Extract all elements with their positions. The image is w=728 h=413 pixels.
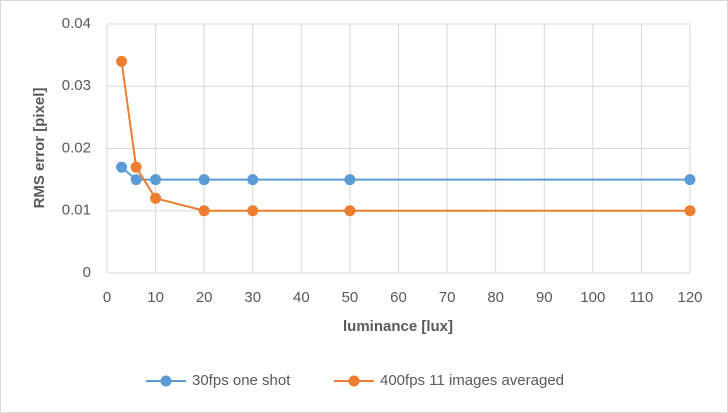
data-point (130, 174, 142, 186)
data-point (116, 55, 128, 67)
x-tick-label: 110 (629, 289, 653, 306)
x-tick-label: 70 (439, 289, 456, 306)
x-tick-label: 80 (487, 289, 504, 306)
legend-marker (348, 375, 360, 387)
data-point (247, 205, 259, 217)
y-tick-label: 0.01 (62, 202, 91, 219)
x-tick-label: 10 (147, 289, 164, 306)
legend-marker (160, 375, 172, 387)
data-point (247, 174, 259, 186)
data-point (130, 161, 142, 173)
y-tick-label: 0 (83, 264, 91, 281)
x-tick-label: 50 (342, 289, 359, 306)
data-point (684, 205, 696, 217)
data-point (150, 174, 162, 186)
data-point (150, 192, 162, 204)
x-tick-label: 20 (196, 289, 213, 306)
data-point (198, 205, 210, 217)
data-point (116, 161, 128, 173)
y-tick-label: 0.02 (62, 139, 91, 156)
x-tick-label: 30 (244, 289, 261, 306)
x-tick-label: 100 (580, 289, 605, 306)
x-tick-label: 120 (677, 289, 702, 306)
y-tick-label: 0.03 (62, 77, 91, 94)
x-tick-label: 90 (536, 289, 553, 306)
data-point (344, 205, 356, 217)
data-point (344, 174, 356, 186)
data-point (684, 174, 696, 186)
x-tick-label: 0 (103, 289, 111, 306)
x-tick-label: 60 (390, 289, 407, 306)
y-axis-title: RMS error [pixel] (31, 88, 48, 209)
x-tick-label: 40 (293, 289, 310, 306)
y-tick-label: 0.04 (62, 15, 91, 32)
legend-label: 400fps 11 images averaged (380, 372, 564, 389)
x-axis-title: luminance [lux] (343, 318, 453, 335)
data-point (198, 174, 210, 186)
legend-label: 30fps one shot (192, 372, 291, 389)
